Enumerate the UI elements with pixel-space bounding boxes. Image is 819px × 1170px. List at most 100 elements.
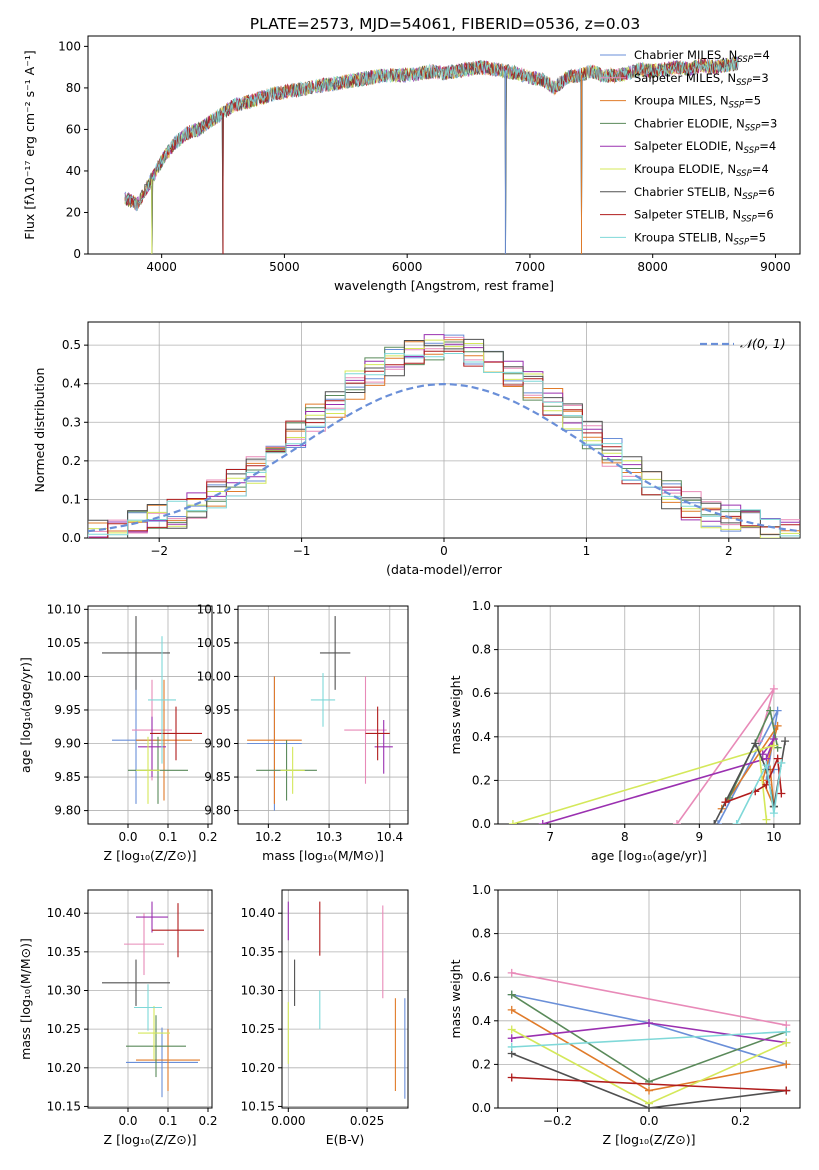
weight-marker xyxy=(508,820,517,824)
panel-residuals: −2 −1 0 1 2 0.0 0.1 0.2 0.3 0.4 0.5 (data-model)/er… xyxy=(32,321,801,577)
y-axis-label: Flux [fλ10⁻¹⁷ erg cm⁻² s⁻¹ A⁻¹] xyxy=(22,50,37,239)
weight-line-7 xyxy=(511,1076,787,1092)
normal-curve xyxy=(88,382,800,533)
x-axis-label: (data-model)/error xyxy=(386,562,503,577)
plot-area xyxy=(102,901,204,1098)
x-tick-label: −0.2 xyxy=(543,1114,572,1128)
weight-marker xyxy=(769,741,778,750)
axes-frame xyxy=(497,605,801,825)
weight-marker xyxy=(721,798,730,807)
panels: 4000 5000 6000 7000 8000 9000020406080100wave… xyxy=(18,35,801,1147)
weight-marker xyxy=(751,739,760,748)
y-tick-label: 0.2 xyxy=(62,454,81,468)
y-tick-label: 10.05 xyxy=(47,636,81,650)
errorbar-point xyxy=(138,716,166,778)
x-tick-label: 0 xyxy=(440,544,448,558)
legend-label: Salpeter STELIB, N xyxy=(634,208,741,222)
y-tick-label: 0.8 xyxy=(472,643,491,657)
plot-area xyxy=(88,334,800,538)
y-tick-label: 0.4 xyxy=(472,730,491,744)
plot-area xyxy=(507,968,791,1108)
legend-sub: SSP xyxy=(729,101,745,111)
errorbar-point xyxy=(152,903,204,958)
y-tick-label: 0.8 xyxy=(472,927,491,941)
y-tick-label: 60 xyxy=(66,122,81,136)
x-tick-label: 0.0 xyxy=(118,830,137,844)
weight-marker xyxy=(507,968,516,977)
legend-label: Chabrier STELIB, N xyxy=(634,185,742,199)
y-tick-label: 9.85 xyxy=(204,770,231,784)
errorbar-point xyxy=(280,746,305,794)
errorbar-point xyxy=(247,676,302,804)
weight-marker xyxy=(769,684,778,693)
legend-n: =4 xyxy=(753,48,770,62)
panel-mass-vs-EBV: 0.000 0.025 10.15 10.20 10.25 10.30 10.35 10.40… xyxy=(241,889,409,1147)
y-tick-label: 10.10 xyxy=(197,602,231,616)
plot-area xyxy=(124,55,739,254)
panel-weight-vs-age: 7 8 9 10 0.0 0.2 0.4 0.6 0.8 1.0 age [log₁₀(age/yr… xyxy=(448,599,801,863)
x-axis-label: Z [log₁₀(Z/Z⊙)] xyxy=(104,848,197,863)
x-tick-label: 2 xyxy=(725,544,733,558)
legend-entry: Chabrier STELIB, NSSP=6 xyxy=(634,185,775,202)
legend-label: Salpeter ELODIE, N xyxy=(634,139,744,153)
errorbar-point xyxy=(310,673,336,727)
x-tick-label: 10 xyxy=(766,830,781,844)
figure-title: PLATE=2573, MJD=54061, FIBERID=0536, z=0… xyxy=(250,15,640,33)
legend-label: Chabrier ELODIE, N xyxy=(634,116,745,130)
weight-line-6 xyxy=(511,1052,787,1108)
x-tick-label: 10.4 xyxy=(376,830,403,844)
weight-marker xyxy=(713,820,722,824)
weight-line-0 xyxy=(717,710,779,824)
legend-label: Kroupa ELODIE, N xyxy=(634,162,736,176)
x-tick-label: 6000 xyxy=(392,260,423,274)
legend-n: =5 xyxy=(749,230,766,244)
legend: 𝒩(0, 1) xyxy=(700,336,786,351)
weight-line-8 xyxy=(735,762,783,824)
plot-area xyxy=(508,684,790,824)
panel-age-vs-Z: 0.0 0.1 0.2 9.80 9.85 9.90 9.95 10.00 10.05 10.10… xyxy=(18,602,218,863)
weight-marker xyxy=(777,758,786,767)
y-tick-label: 10.15 xyxy=(47,1099,81,1113)
x-tick-label: 5000 xyxy=(269,260,300,274)
plot-area xyxy=(247,616,393,811)
x-axis-label: mass [log₁₀(M/M⊙)] xyxy=(262,848,384,863)
x-tick-label: −2 xyxy=(150,544,168,558)
y-axis-label: age [log₁₀(age/yr)] xyxy=(18,657,33,773)
weight-marker xyxy=(773,754,782,763)
y-tick-label: 0.0 xyxy=(472,1101,491,1115)
y-tick-label: 0.2 xyxy=(472,773,491,787)
legend-sub: SSP xyxy=(742,192,758,202)
errorbar-point xyxy=(136,679,192,801)
axes-frame xyxy=(87,321,801,539)
weight-marker xyxy=(769,809,778,818)
x-tick-label: 0.0 xyxy=(118,1114,137,1128)
axes-frame xyxy=(87,889,213,1109)
y-tick-label: 10.20 xyxy=(47,1061,81,1075)
weight-marker xyxy=(507,990,516,999)
legend-entry: Chabrier MILES, NSSP=4 xyxy=(634,48,770,65)
errorbar-point xyxy=(148,636,176,764)
x-tick-label: 0.1 xyxy=(158,1114,177,1128)
x-tick-label: 0.2 xyxy=(731,1114,750,1128)
weight-marker xyxy=(766,706,775,715)
y-tick-label: 0.0 xyxy=(472,817,491,831)
spectrum-line-8 xyxy=(124,56,739,212)
legend-entry: Chabrier ELODIE, NSSP=3 xyxy=(634,116,777,133)
y-tick-label: 9.80 xyxy=(54,804,81,818)
legend-n: =4 xyxy=(759,139,776,153)
x-axis-label: wavelength [Angstrom, rest frame] xyxy=(334,278,554,293)
y-axis-label: mass [log₁₀(M/M⊙)] xyxy=(18,938,33,1060)
histogram-8 xyxy=(88,353,800,538)
weight-marker xyxy=(782,1038,791,1047)
axes-frame xyxy=(281,889,409,1109)
legend-entry: Kroupa STELIB, NSSP=5 xyxy=(634,230,766,247)
x-axis-label: Z [log₁₀(Z/Z⊙)] xyxy=(603,1132,696,1147)
legend-sub: SSP xyxy=(736,78,752,88)
weight-marker xyxy=(507,1073,516,1082)
spectrum-line-0 xyxy=(124,55,739,254)
y-tick-label: 40 xyxy=(66,164,81,178)
legend-sub: SSP xyxy=(744,146,760,156)
axes-frame xyxy=(237,605,409,825)
weight-marker xyxy=(782,1086,791,1095)
